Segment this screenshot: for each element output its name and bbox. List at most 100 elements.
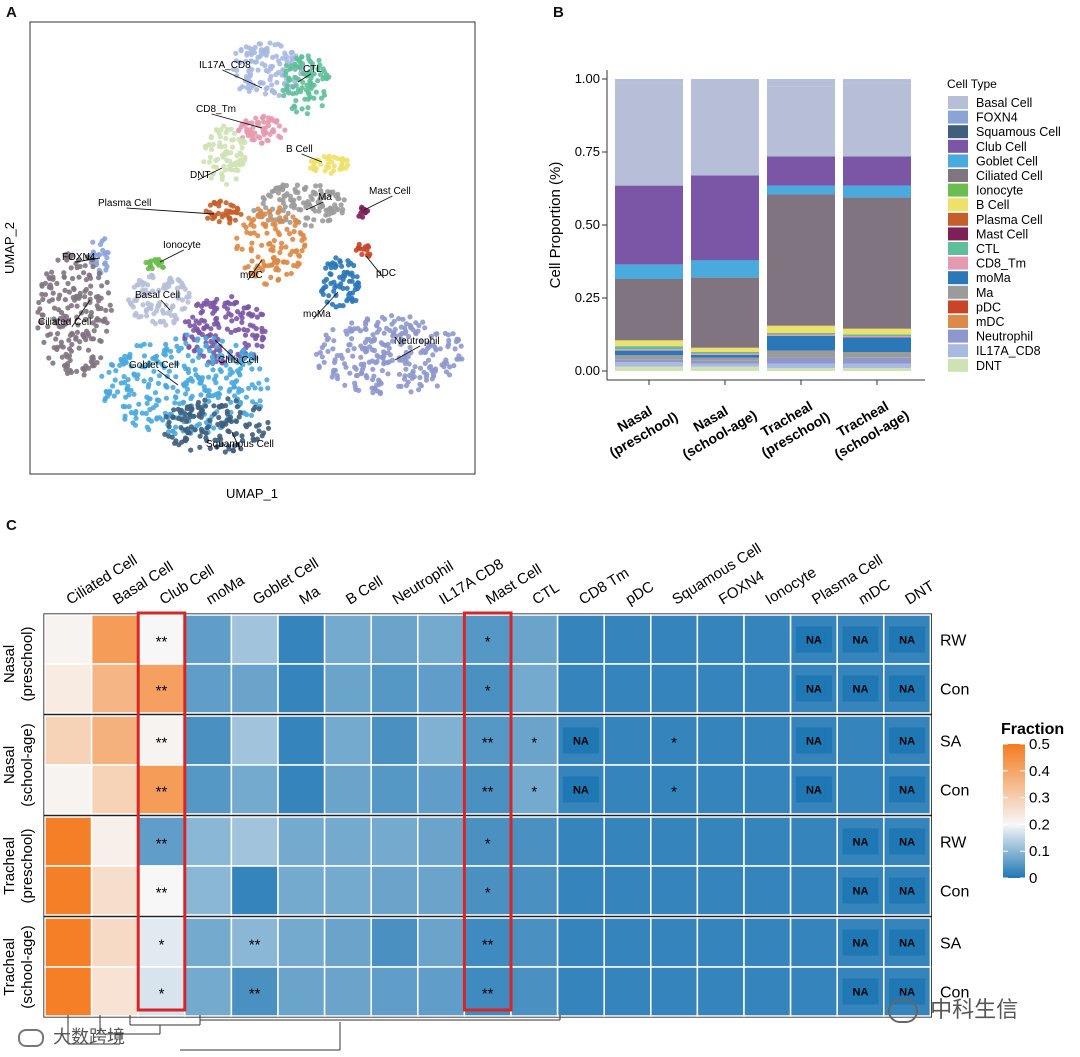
- heat-annotation: NA: [899, 684, 915, 696]
- heat-cell: [417, 764, 466, 815]
- heat-cell: [137, 816, 186, 867]
- heat-cell: [696, 715, 745, 766]
- heat-annotation: *: [485, 634, 491, 651]
- svg-text:FOXN4: FOXN4: [976, 111, 1018, 125]
- heat-cell: [650, 663, 699, 714]
- bar-legend-item: Club Cell: [948, 139, 1027, 154]
- heat-na-box: [842, 828, 879, 855]
- heat-annotation: NA: [853, 938, 869, 950]
- heat-cell: [277, 764, 326, 815]
- heat-row-label: Con: [940, 682, 969, 699]
- bar-x-tick: Tracheal(preschool): [749, 393, 832, 461]
- heat-annotation: *: [485, 683, 491, 700]
- heat-row-label: Con: [940, 884, 969, 901]
- heat-na-box: [795, 776, 832, 803]
- umap-label-ionocyte: Ionocyte: [159, 240, 201, 263]
- svg-text:pDC: pDC: [376, 268, 396, 279]
- heat-cell: [696, 865, 745, 916]
- heat-annotation: NA: [899, 886, 915, 898]
- bar-legend-item: Squamous Cell: [948, 125, 1061, 139]
- heat-cell: [650, 865, 699, 916]
- heat-annotation: *: [671, 784, 677, 801]
- heat-na-box: [889, 776, 926, 803]
- heat-cell: [44, 917, 93, 968]
- heat-group-label: Tracheal(school-age): [1, 925, 36, 1008]
- heat-cell: [650, 764, 699, 815]
- umap-cluster-basal-cell: [126, 272, 192, 328]
- panel-c-label: C: [6, 517, 17, 534]
- svg-text:moMa: moMa: [976, 271, 1011, 285]
- heat-annotation: **: [482, 784, 494, 801]
- heat-annotation: *: [485, 885, 491, 902]
- umap-cluster-b-cell: [307, 153, 351, 176]
- heat-na-box: [795, 727, 832, 754]
- heat-cell: [556, 966, 605, 1017]
- heat-cell: [370, 966, 419, 1017]
- bar-segment: [767, 363, 835, 369]
- heat-na-box: [889, 727, 926, 754]
- umap-label-ciliated-cell: Ciliated Cell: [38, 299, 91, 328]
- heat-cell: [603, 917, 652, 968]
- heat-cell: [323, 917, 372, 968]
- bar-segment: [615, 346, 683, 350]
- bar-y-label: Cell Proportion (%): [547, 162, 564, 289]
- heat-cell: [230, 663, 279, 714]
- heat-cell: [90, 966, 139, 1017]
- bar-segment: [691, 353, 759, 355]
- heat-annotation: *: [531, 735, 537, 752]
- bar-segment: [843, 156, 911, 186]
- heat-cell: [696, 764, 745, 815]
- bar-segment: [843, 363, 911, 369]
- bar-segment: [843, 328, 911, 335]
- heat-cell: [90, 917, 139, 968]
- umap-cluster-cd8-tm: [236, 113, 288, 146]
- heat-cell: [230, 816, 279, 867]
- bar-segment: [767, 86, 835, 157]
- bar-legend-item: Ciliated Cell: [948, 169, 1043, 183]
- heat-cell: [510, 917, 559, 968]
- heat-annotation: **: [482, 937, 494, 954]
- svg-text:CTL: CTL: [303, 64, 322, 75]
- bar-segment: [767, 325, 835, 333]
- heat-cell: [417, 715, 466, 766]
- heat-cell: [603, 865, 652, 916]
- heat-cell: [90, 715, 139, 766]
- bar-legend-item: Mast Cell: [948, 227, 1028, 241]
- bar-segment: [767, 194, 835, 326]
- heat-cell: [743, 614, 792, 665]
- heat-cell: [743, 865, 792, 916]
- bar-segment: [767, 336, 835, 351]
- bar-segment: [843, 337, 911, 352]
- heat-cell: [323, 764, 372, 815]
- heat-row-label: Con: [940, 985, 969, 1002]
- heat-cell: [510, 614, 559, 665]
- heat-cell: [650, 917, 699, 968]
- umap-cluster-dnt: [201, 123, 248, 187]
- heat-annotation: NA: [573, 785, 589, 797]
- heat-col-label: DNT: [902, 578, 937, 609]
- svg-text:Basal Cell: Basal Cell: [135, 290, 180, 301]
- svg-text:Squamous Cell: Squamous Cell: [206, 439, 274, 450]
- heat-cell: [44, 966, 93, 1017]
- bar-column-3: [843, 79, 911, 371]
- colorbar-title: Fraction: [1001, 721, 1064, 738]
- heat-cell: [650, 614, 699, 665]
- heat-cell: [230, 865, 279, 916]
- bar-legend-item: Neutrophil: [948, 329, 1033, 344]
- heat-cell: [417, 663, 466, 714]
- umap-cluster-mast-cell: [356, 204, 371, 220]
- heat-dendrogram: [67, 1015, 561, 1051]
- heat-annotation: NA: [899, 938, 915, 950]
- bar-segment: [615, 349, 683, 351]
- watermark-left: 大数跨境: [18, 1023, 125, 1049]
- heat-cell: [417, 614, 466, 665]
- svg-text:Ciliated Cell: Ciliated Cell: [976, 169, 1043, 183]
- bar-segment: [843, 352, 911, 358]
- heat-cell: [370, 764, 419, 815]
- heat-cell: [650, 715, 699, 766]
- colorbar: [1003, 744, 1025, 878]
- heat-col-label: CTL: [529, 579, 562, 608]
- bar-segment: [767, 350, 835, 358]
- umap-cluster-pdc: [353, 241, 373, 259]
- heat-cell: [277, 966, 326, 1017]
